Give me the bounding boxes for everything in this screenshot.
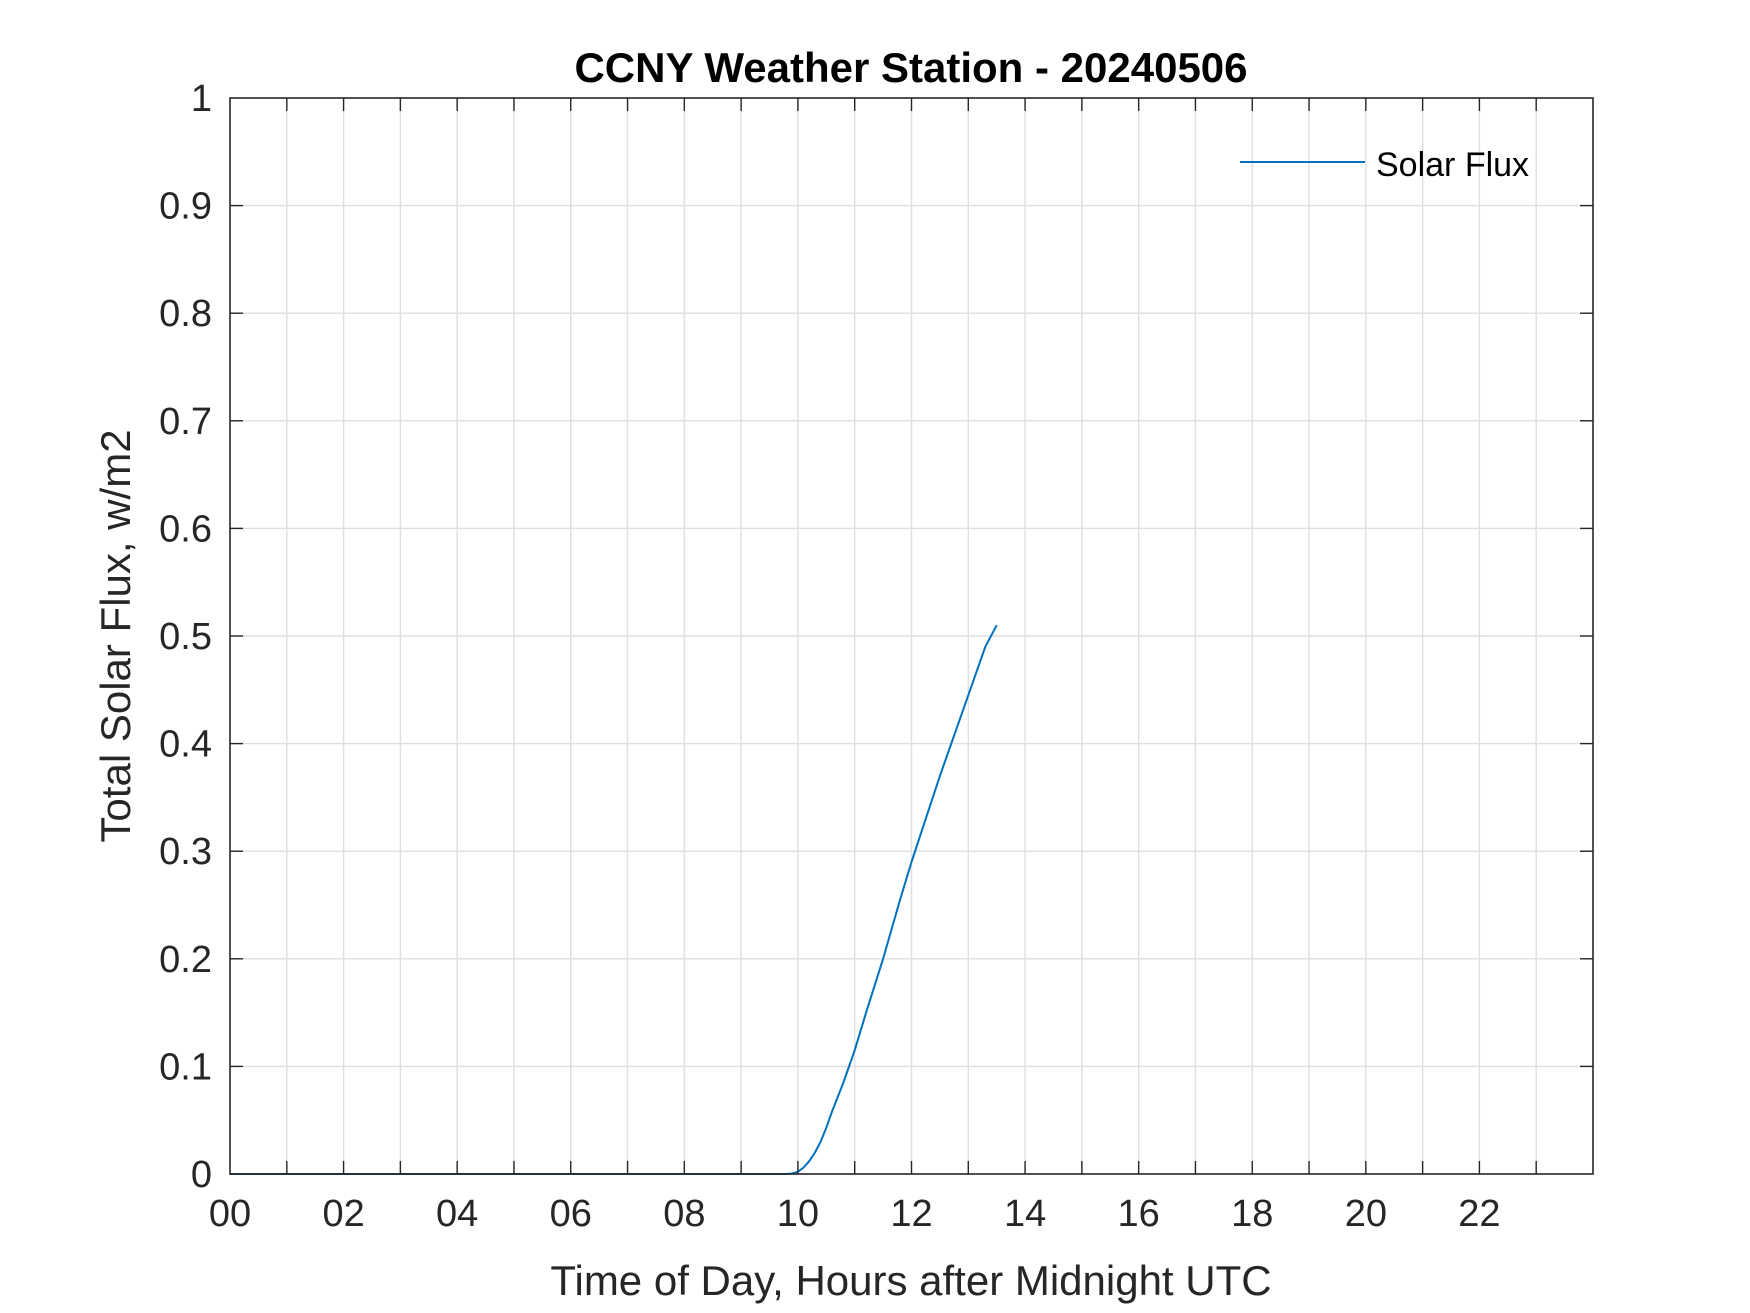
x-tick-label: 16 xyxy=(1118,1193,1160,1235)
y-tick-label: 0.1 xyxy=(159,1046,212,1088)
x-tick-label: 02 xyxy=(322,1193,364,1235)
legend-label-solar-flux: Solar Flux xyxy=(1376,146,1529,184)
y-tick-label: 1 xyxy=(191,78,212,120)
x-axis-label: Time of Day, Hours after Midnight UTC xyxy=(550,1257,1271,1304)
x-tick-label: 12 xyxy=(890,1193,932,1235)
y-tick-label: 0.5 xyxy=(159,616,212,658)
y-tick-labels: 0 0.1 0.2 0.3 0.4 0.5 0.6 0.7 0.8 0.9 1 xyxy=(159,78,212,1196)
y-tick-label: 0.4 xyxy=(159,724,212,766)
y-tick-label: 0.8 xyxy=(159,293,212,335)
grid-lines xyxy=(230,98,1593,1174)
y-tick-label: 0 xyxy=(191,1154,212,1196)
x-tick-label: 08 xyxy=(663,1193,705,1235)
x-tick-label: 06 xyxy=(550,1193,592,1235)
series-layer xyxy=(230,624,998,1175)
chart-title: CCNY Weather Station - 20240506 xyxy=(574,44,1247,91)
y-tick-label: 0.9 xyxy=(159,186,212,228)
series-line-solar-flux xyxy=(230,624,998,1175)
x-tick-label: 10 xyxy=(777,1193,819,1235)
x-tick-label: 14 xyxy=(1004,1193,1046,1235)
x-tick-label: 20 xyxy=(1345,1193,1387,1235)
y-tick-label: 0.3 xyxy=(159,831,212,873)
x-tick-labels: 00 02 04 06 08 10 12 14 16 18 20 22 xyxy=(209,1193,1501,1235)
y-tick-label: 0.7 xyxy=(159,401,212,443)
y-tick-label: 0.6 xyxy=(159,508,212,550)
legend: Solar Flux xyxy=(1240,146,1529,184)
x-tick-label: 04 xyxy=(436,1193,478,1235)
axis-ticks xyxy=(230,98,1593,1174)
y-axis-label: Total Solar Flux, w/m2 xyxy=(92,429,139,842)
x-tick-label: 22 xyxy=(1458,1193,1500,1235)
y-tick-label: 0.2 xyxy=(159,939,212,981)
x-tick-label: 18 xyxy=(1231,1193,1273,1235)
x-tick-label: 00 xyxy=(209,1193,251,1235)
